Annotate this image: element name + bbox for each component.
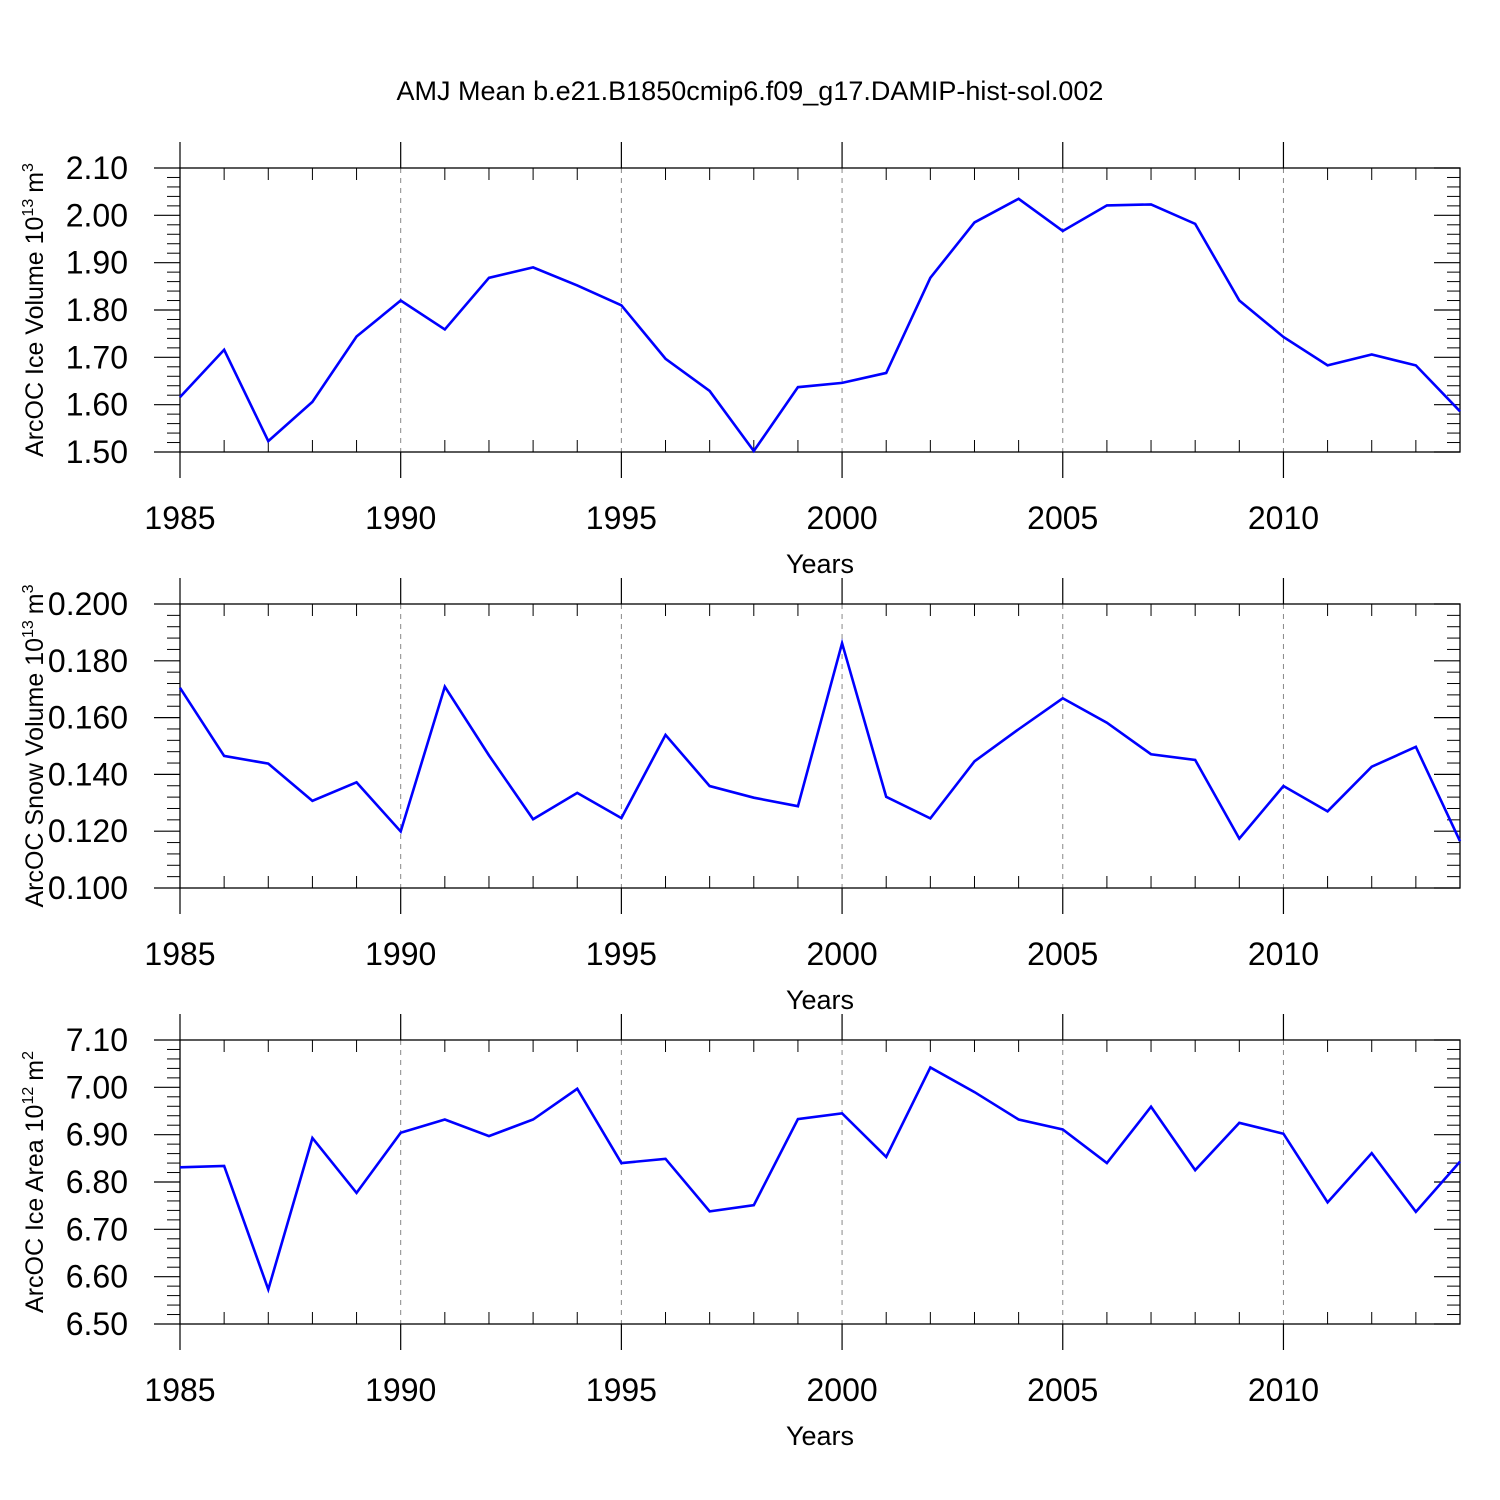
- x-tick-label: 2005: [1027, 936, 1098, 972]
- y-tick-label: 2.00: [66, 197, 128, 233]
- y-axis-label: ArcOC Ice Volume 1013 m3: [20, 163, 49, 457]
- y-axis-label-ylabel-unit-sup: 3: [20, 163, 37, 172]
- x-tick-label: 2005: [1027, 1372, 1098, 1408]
- plot-frame: [179, 1039, 1461, 1325]
- y-tick-label: 0.140: [48, 756, 128, 792]
- x-tick-label: 2010: [1248, 500, 1319, 536]
- figure-title: AMJ Mean b.e21.B1850cmip6.f09_g17.DAMIP-…: [397, 76, 1104, 106]
- y-axis-label-ylabel-sup: 13: [20, 620, 37, 638]
- x-tick-label: 1995: [586, 936, 657, 972]
- y-tick-label: 2.10: [66, 150, 128, 186]
- y-axis-label-ylabel-unit: m: [21, 172, 49, 193]
- x-tick-label: 1990: [365, 936, 436, 972]
- y-tick-label: 7.00: [66, 1069, 128, 1105]
- plot-frame: [179, 603, 1461, 889]
- y-axis-label-ylabel-unit: m: [21, 593, 49, 614]
- y-tick-label: 1.80: [66, 292, 128, 328]
- y-axis-label: ArcOC Ice Area 1012 m2: [20, 1051, 49, 1313]
- y-tick-label: 7.10: [66, 1022, 128, 1058]
- y-tick-label: 0.100: [48, 870, 128, 906]
- y-axis-label-ylabel-unit-sup: 3: [20, 584, 37, 593]
- y-tick-label: 0.200: [48, 586, 128, 622]
- y-tick-label: 0.160: [48, 700, 128, 736]
- x-tick-label: 1985: [144, 1372, 215, 1408]
- y-axis-label-ylabel-main: ArcOC Snow Volume 10: [21, 638, 49, 908]
- x-tick-label: 1990: [365, 1372, 436, 1408]
- x-tick-label: 1995: [586, 1372, 657, 1408]
- x-tick-label: 2000: [806, 1372, 877, 1408]
- panel-2: 1985 1990 1995 2000 2005 2010 0.100 0.120 0.140 0…: [20, 578, 1462, 1015]
- y-tick-label: 6.50: [66, 1306, 128, 1342]
- y-tick-label: 1.70: [66, 339, 128, 375]
- y-tick-label: 6.60: [66, 1259, 128, 1295]
- y-tick-label: 1.60: [66, 387, 128, 423]
- y-axis-label-ylabel-main: ArcOC Ice Volume 10: [21, 217, 49, 457]
- y-tick-label: 6.70: [66, 1211, 128, 1247]
- x-axis-label: Years: [786, 985, 854, 1015]
- panel-3: 1985 1990 1995 2000 2005 2010 6.50 6.60 6.70 6.80…: [20, 1014, 1461, 1451]
- y-tick-label: 1.50: [66, 434, 128, 470]
- x-tick-label: 2000: [806, 500, 877, 536]
- y-tick-label: 0.120: [48, 813, 128, 849]
- x-tick-label: 2000: [806, 936, 877, 972]
- y-tick-label: 6.80: [66, 1164, 128, 1200]
- panel-1: 1985 1990 1995 2000 2005 2010 1.50 1.60 1.70 1.80…: [20, 142, 1461, 579]
- x-tick-label: 1985: [144, 500, 215, 536]
- y-tick-label: 6.90: [66, 1117, 128, 1153]
- y-axis-label-ylabel-sup: 13: [20, 199, 37, 217]
- x-axis-label: Years: [786, 549, 854, 579]
- x-tick-label: 2010: [1248, 1372, 1319, 1408]
- series-line: [179, 197, 1461, 454]
- series-line: [179, 1065, 1461, 1294]
- y-axis-label-ylabel-unit: m: [21, 1060, 49, 1081]
- y-axis-label-ylabel-main: ArcOC Ice Area 10: [21, 1105, 49, 1313]
- x-axis-label: Years: [786, 1421, 854, 1451]
- y-axis-label-ylabel-sup: 12: [20, 1087, 37, 1105]
- x-tick-label: 2005: [1027, 500, 1098, 536]
- y-axis-label-ylabel-unit-sup: 2: [20, 1051, 37, 1060]
- x-tick-label: 1985: [144, 936, 215, 972]
- y-tick-label: 1.90: [66, 245, 128, 281]
- y-axis-label: ArcOC Snow Volume 1013 m3: [20, 584, 49, 907]
- x-tick-label: 1990: [365, 500, 436, 536]
- plot-frame: [179, 167, 1461, 453]
- series-line: [178, 638, 1462, 842]
- x-tick-label: 2010: [1248, 936, 1319, 972]
- y-tick-label: 0.180: [48, 643, 128, 679]
- x-tick-label: 1995: [586, 500, 657, 536]
